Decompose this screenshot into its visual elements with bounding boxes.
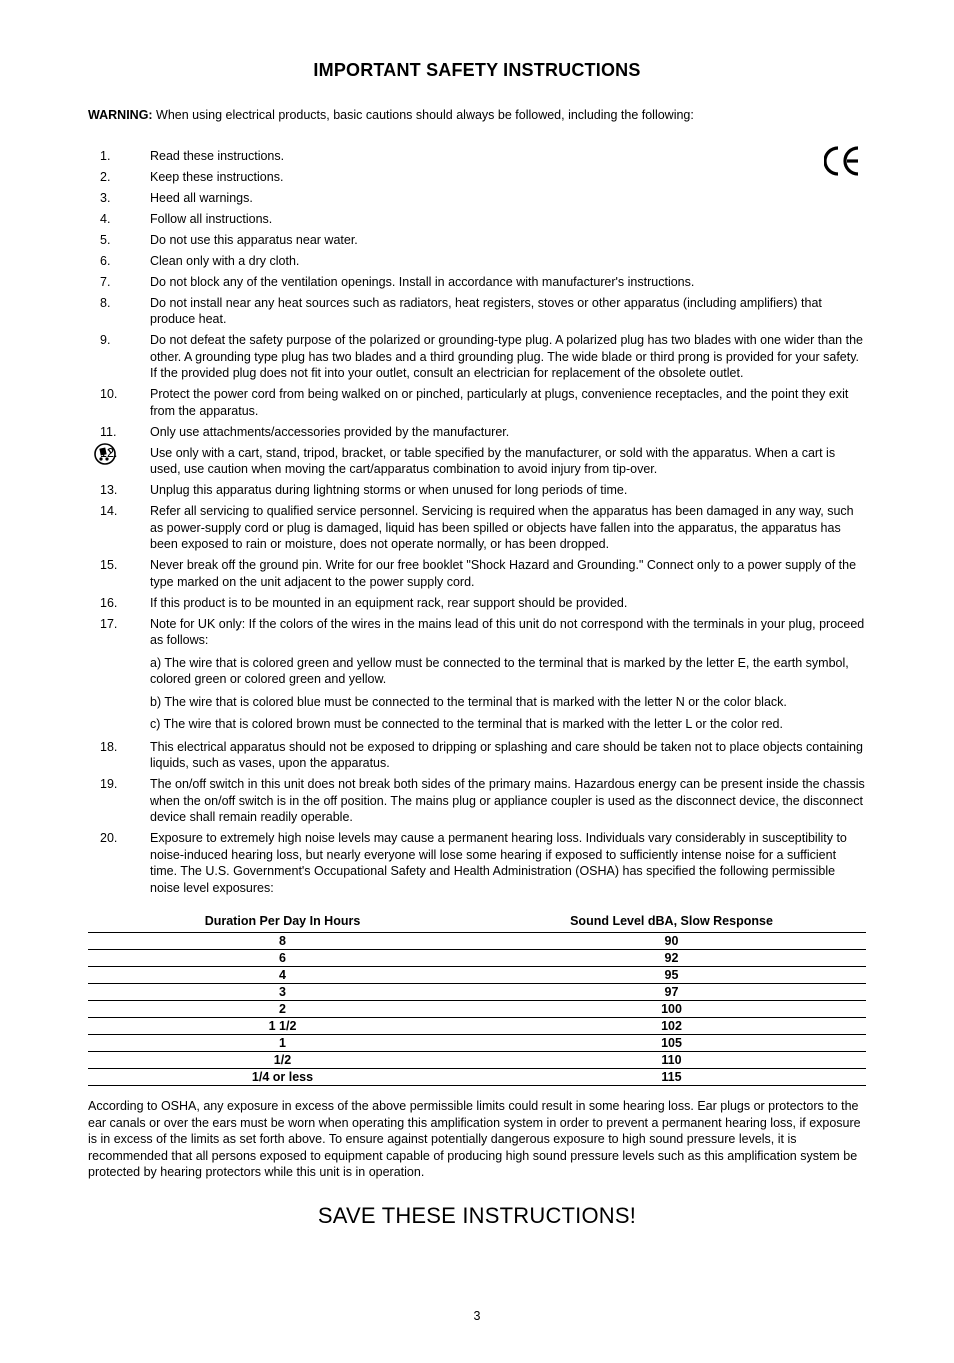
table-row: 890 [88, 933, 866, 950]
instruction-text: Heed all warnings. [150, 191, 253, 205]
instruction-item: Use only with a cart, stand, tripod, bra… [88, 445, 866, 478]
table-row: 495 [88, 967, 866, 984]
table-header: Sound Level dBA, Slow Response [477, 912, 866, 933]
instruction-item: Do not block any of the ventilation open… [88, 274, 866, 291]
cart-tipover-icon [94, 443, 116, 470]
table-cell: 1 1/2 [88, 1018, 477, 1035]
instruction-item: Do not defeat the safety purpose of the … [88, 332, 866, 382]
closing-paragraph: According to OSHA, any exposure in exces… [88, 1098, 866, 1181]
uk-sublines: a) The wire that is colored green and ye… [150, 655, 866, 733]
table-row: 397 [88, 984, 866, 1001]
table-cell: 95 [477, 967, 866, 984]
page-number: 3 [88, 1309, 866, 1323]
table-cell: 110 [477, 1052, 866, 1069]
warning-label: WARNING: [88, 108, 153, 122]
page-title: IMPORTANT SAFETY INSTRUCTIONS [88, 60, 866, 81]
instruction-text: Keep these instructions. [150, 170, 283, 184]
instruction-text: Do not defeat the safety purpose of the … [150, 333, 863, 380]
instruction-text: If this product is to be mounted in an e… [150, 596, 627, 610]
instruction-text: Exposure to extremely high noise levels … [150, 831, 847, 895]
table-cell: 3 [88, 984, 477, 1001]
table-cell: 100 [477, 1001, 866, 1018]
table-cell: 4 [88, 967, 477, 984]
instruction-text: Refer all servicing to qualified service… [150, 504, 854, 551]
table-header-row: Duration Per Day In Hours Sound Level dB… [88, 912, 866, 933]
table-cell: 102 [477, 1018, 866, 1035]
instruction-item: Keep these instructions. [88, 169, 866, 186]
instruction-item: Note for UK only: If the colors of the w… [88, 616, 866, 733]
instruction-text: The on/off switch in this unit does not … [150, 777, 865, 824]
instruction-text: Only use attachments/accessories provide… [150, 425, 509, 439]
instruction-text: Do not block any of the ventilation open… [150, 275, 694, 289]
instruction-item: Protect the power cord from being walked… [88, 386, 866, 419]
uk-subline: a) The wire that is colored green and ye… [150, 655, 866, 688]
instruction-text: Unplug this apparatus during lightning s… [150, 483, 627, 497]
table-header: Duration Per Day In Hours [88, 912, 477, 933]
instruction-text: Read these instructions. [150, 149, 284, 163]
table-row: 1 1/2102 [88, 1018, 866, 1035]
table-cell: 8 [88, 933, 477, 950]
table-cell: 1 [88, 1035, 477, 1052]
table-row: 692 [88, 950, 866, 967]
instruction-item: If this product is to be mounted in an e… [88, 595, 866, 612]
instruction-item: Heed all warnings. [88, 190, 866, 207]
table-cell: 1/2 [88, 1052, 477, 1069]
instruction-text: Clean only with a dry cloth. [150, 254, 299, 268]
save-instructions-heading: SAVE THESE INSTRUCTIONS! [88, 1203, 866, 1229]
instruction-text: Do not install near any heat sources suc… [150, 296, 822, 327]
instruction-item: Do not use this apparatus near water. [88, 232, 866, 249]
instruction-text: Use only with a cart, stand, tripod, bra… [150, 446, 835, 477]
uk-subline: b) The wire that is colored blue must be… [150, 694, 866, 711]
noise-exposure-table: Duration Per Day In Hours Sound Level dB… [88, 912, 866, 1086]
warning-line: WARNING: When using electrical products,… [88, 107, 866, 124]
table-cell: 97 [477, 984, 866, 1001]
instruction-item: Never break off the ground pin. Write fo… [88, 557, 866, 590]
table-row: 1/4 or less115 [88, 1069, 866, 1086]
instruction-item: Follow all instructions. [88, 211, 866, 228]
instruction-text: Protect the power cord from being walked… [150, 387, 848, 418]
table-cell: 2 [88, 1001, 477, 1018]
instruction-text: Note for UK only: If the colors of the w… [150, 617, 864, 648]
table-cell: 6 [88, 950, 477, 967]
instructions-list: Read these instructions. Keep these inst… [88, 148, 866, 897]
instruction-text: Follow all instructions. [150, 212, 272, 226]
instruction-item: Exposure to extremely high noise levels … [88, 830, 866, 896]
instruction-text: Do not use this apparatus near water. [150, 233, 358, 247]
table-cell: 115 [477, 1069, 866, 1086]
table-cell: 1/4 or less [88, 1069, 477, 1086]
instruction-item: Do not install near any heat sources suc… [88, 295, 866, 328]
instruction-item: Refer all servicing to qualified service… [88, 503, 866, 553]
instruction-text: This electrical apparatus should not be … [150, 740, 863, 771]
table-cell: 105 [477, 1035, 866, 1052]
warning-text: When using electrical products, basic ca… [153, 108, 694, 122]
instruction-text: Never break off the ground pin. Write fo… [150, 558, 856, 589]
page-container: IMPORTANT SAFETY INSTRUCTIONS WARNING: W… [0, 0, 954, 1363]
instruction-item: This electrical apparatus should not be … [88, 739, 866, 772]
table-row: 2100 [88, 1001, 866, 1018]
table-row: 1/2110 [88, 1052, 866, 1069]
instruction-item: Unplug this apparatus during lightning s… [88, 482, 866, 499]
instruction-item: The on/off switch in this unit does not … [88, 776, 866, 826]
table-cell: 90 [477, 933, 866, 950]
instruction-item: Clean only with a dry cloth. [88, 253, 866, 270]
table-row: 1105 [88, 1035, 866, 1052]
instruction-item: Read these instructions. [88, 148, 866, 165]
uk-subline: c) The wire that is colored brown must b… [150, 716, 866, 733]
noise-table-body: 890 692 495 397 2100 1 1/2102 1105 1/211… [88, 933, 866, 1086]
table-cell: 92 [477, 950, 866, 967]
instruction-item: Only use attachments/accessories provide… [88, 424, 866, 441]
